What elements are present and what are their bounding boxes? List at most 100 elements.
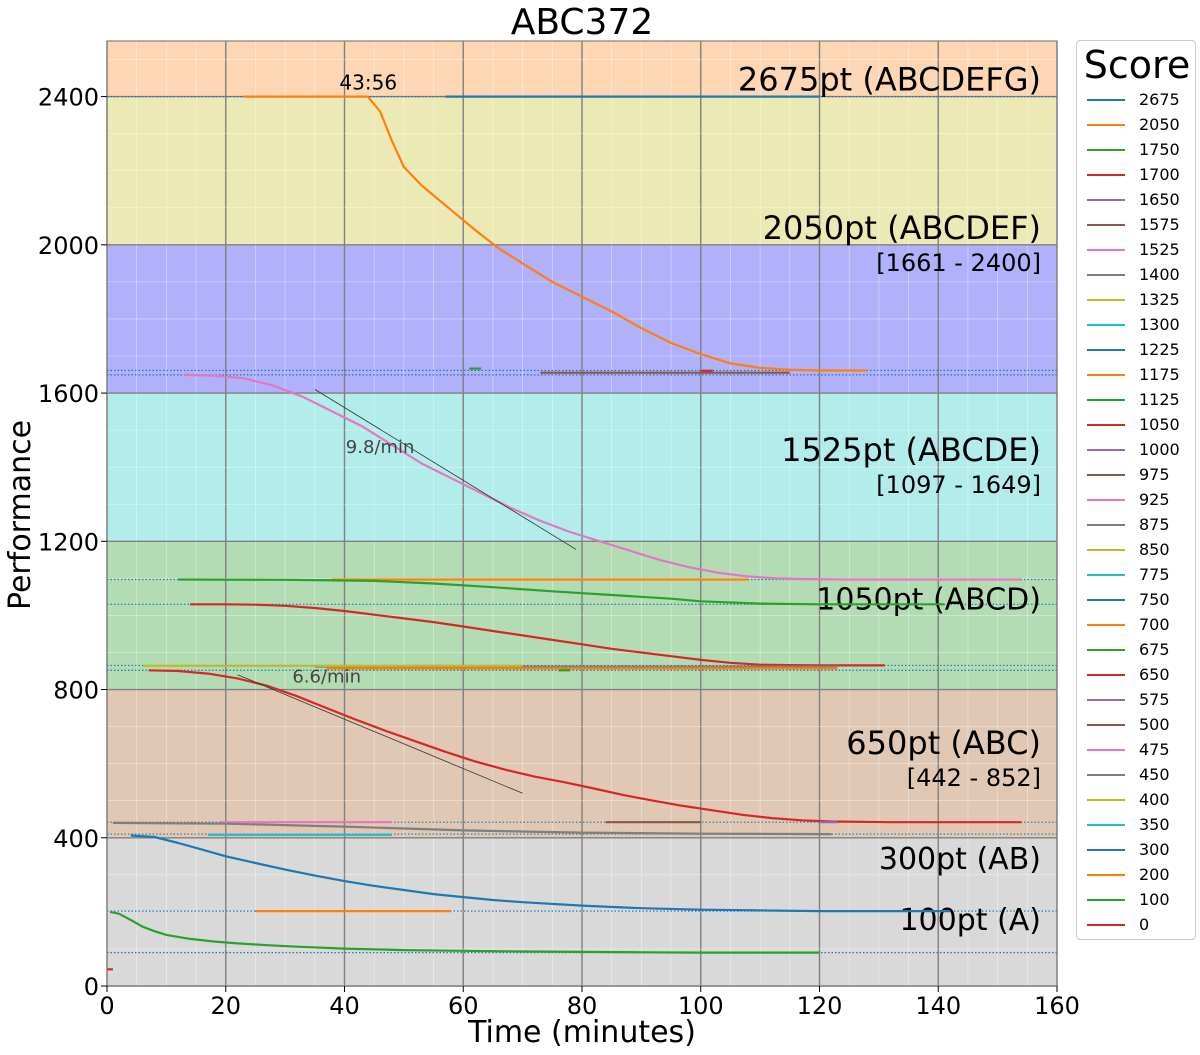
legend-swatch: [1087, 399, 1125, 401]
legend-swatch: [1087, 624, 1125, 626]
legend-swatch: [1087, 524, 1125, 526]
band-range: [442 - 852]: [907, 764, 1041, 792]
legend-label: 500: [1139, 715, 1170, 734]
legend-item: 100: [1087, 889, 1195, 911]
band-label: 1525pt (ABCDE): [781, 431, 1041, 469]
legend-swatch: [1087, 899, 1125, 901]
annotation: 6.6/min: [292, 667, 361, 688]
legend-swatch: [1087, 274, 1125, 276]
y-tick-label: 800: [53, 677, 99, 705]
legend-item: 1125: [1087, 389, 1195, 411]
annotation: 43:56: [339, 71, 397, 95]
legend-label: 100: [1139, 890, 1170, 909]
legend-label: 650: [1139, 665, 1170, 684]
legend-label: 1325: [1139, 290, 1180, 309]
band-label: 2050pt (ABCDEF): [763, 209, 1041, 247]
legend-label: 750: [1139, 590, 1170, 609]
legend-swatch: [1087, 449, 1125, 451]
series-1050: [190, 603, 885, 667]
legend-item: 0: [1087, 914, 1195, 936]
annotation: 9.8/min: [346, 437, 415, 458]
legend-swatch: [1087, 149, 1125, 151]
legend: Score 2675 2050 1750 1700 1650 1575 1525 1400 13…: [1076, 40, 1196, 940]
legend-item: 700: [1087, 614, 1195, 636]
legend-item: 1700: [1087, 164, 1195, 186]
legend-swatch: [1087, 924, 1125, 926]
legend-swatch: [1087, 599, 1125, 601]
legend-item: 925: [1087, 489, 1195, 511]
legend-label: 1525: [1139, 240, 1180, 259]
legend-item: 1400: [1087, 264, 1195, 286]
legend-item: 975: [1087, 464, 1195, 486]
legend-swatch: [1087, 299, 1125, 301]
legend-item: 450: [1087, 764, 1195, 786]
legend-swatch: [1087, 724, 1125, 726]
legend-swatch: [1087, 99, 1125, 101]
legend-label: 300: [1139, 840, 1170, 859]
band-label: 1050pt (ABCD): [816, 582, 1041, 617]
band-label: 2675pt (ABCDEFG): [738, 61, 1041, 99]
band-range: [1097 - 1649]: [876, 471, 1041, 499]
legend-label: 1175: [1139, 365, 1180, 384]
legend-swatch: [1087, 774, 1125, 776]
legend-item: 750: [1087, 589, 1195, 611]
x-tick-label: 80: [567, 992, 598, 1020]
legend-label: 925: [1139, 490, 1170, 509]
chart-title: ABC372: [511, 2, 654, 43]
legend-label: 1125: [1139, 390, 1180, 409]
legend-swatch: [1087, 849, 1125, 851]
legend-item: 875: [1087, 514, 1195, 536]
legend-swatch: [1087, 649, 1125, 651]
legend-swatch: [1087, 574, 1125, 576]
legend-item: 775: [1087, 564, 1195, 586]
legend-item: 1225: [1087, 339, 1195, 361]
legend-item: 1175: [1087, 364, 1195, 386]
y-axis-label: Performance: [3, 420, 38, 610]
legend-item: 1325: [1087, 289, 1195, 311]
legend-label: 1300: [1139, 315, 1180, 334]
series-100: [109, 910, 820, 954]
y-tick-label: 2000: [38, 232, 99, 260]
legend-label: 575: [1139, 690, 1170, 709]
x-tick-label: 120: [797, 992, 843, 1020]
legend-label: 1000: [1139, 440, 1180, 459]
legend-item: 650: [1087, 664, 1195, 686]
legend-label: 1575: [1139, 215, 1180, 234]
band-label: 300pt (AB): [879, 842, 1041, 877]
legend-item: 200: [1087, 864, 1195, 886]
legend-item: 500: [1087, 714, 1195, 736]
legend-item: 2050: [1087, 114, 1195, 136]
legend-swatch: [1087, 249, 1125, 251]
x-tick-label: 60: [448, 992, 479, 1020]
series-300: [130, 834, 951, 913]
legend-label: 1750: [1139, 140, 1180, 159]
legend-swatch: [1087, 824, 1125, 826]
legend-swatch: [1087, 674, 1125, 676]
legend-item: 1050: [1087, 414, 1195, 436]
legend-swatch: [1087, 199, 1125, 201]
series-650: [148, 669, 1022, 824]
legend-label: 700: [1139, 615, 1170, 634]
legend-item: 1000: [1087, 439, 1195, 461]
series-450: [112, 821, 832, 836]
x-tick-label: 160: [1034, 992, 1080, 1020]
band-label: 650pt (ABC): [846, 724, 1041, 762]
slope-line: [314, 389, 577, 550]
legend-label: 1650: [1139, 190, 1180, 209]
x-tick-label: 40: [329, 992, 360, 1020]
legend-label: 875: [1139, 515, 1170, 534]
legend-item: 850: [1087, 539, 1195, 561]
legend-swatch: [1087, 799, 1125, 801]
legend-item: 575: [1087, 689, 1195, 711]
legend-label: 1700: [1139, 165, 1180, 184]
legend-swatch: [1087, 499, 1125, 501]
legend-swatch: [1087, 549, 1125, 551]
legend-label: 1050: [1139, 415, 1180, 434]
legend-item: 400: [1087, 789, 1195, 811]
legend-swatch: [1087, 699, 1125, 701]
legend-swatch: [1087, 324, 1125, 326]
series-1125: [178, 578, 945, 606]
x-axis-label: Time (minutes): [467, 1015, 696, 1050]
legend-label: 200: [1139, 865, 1170, 884]
